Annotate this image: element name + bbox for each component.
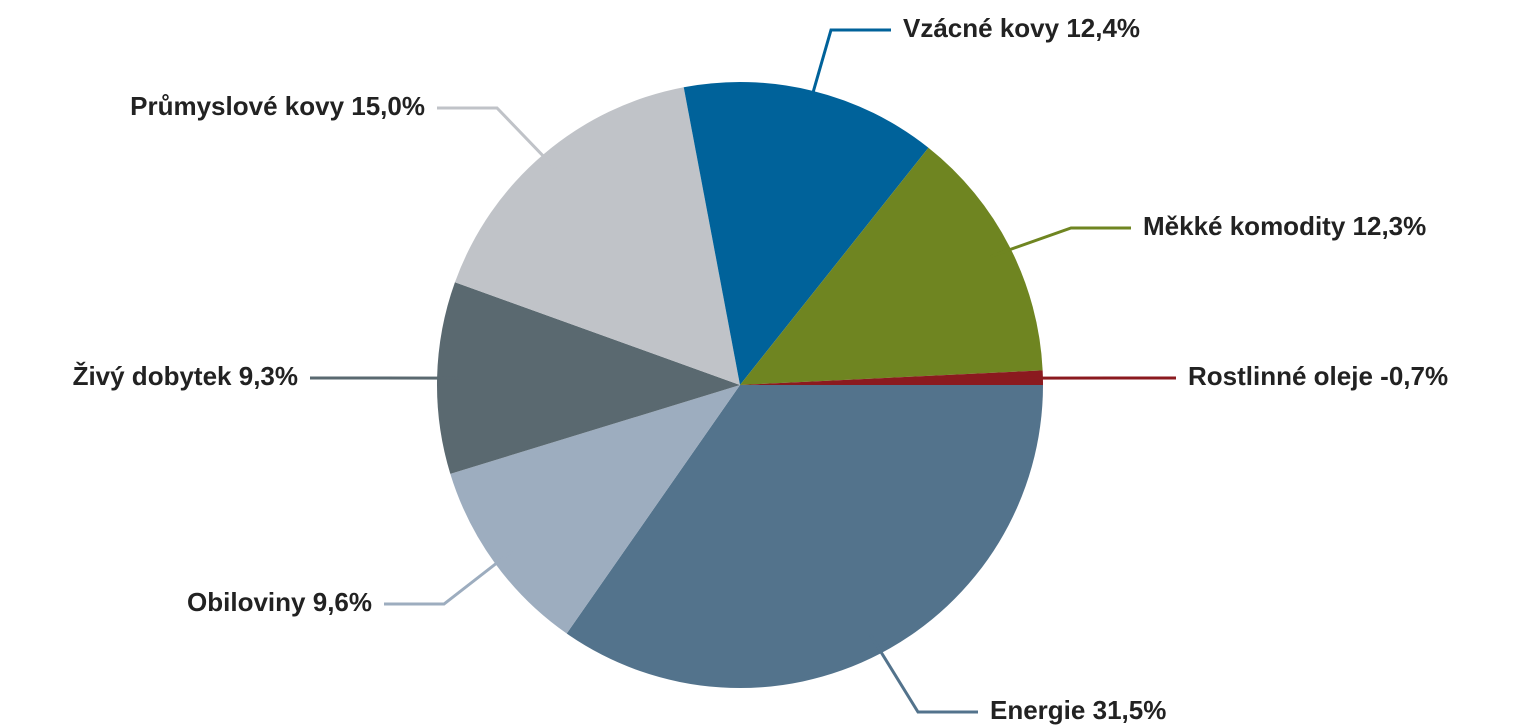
slice-label: Vzácné kovy 12,4%	[903, 13, 1140, 43]
slice-label: Energie 31,5%	[990, 695, 1166, 725]
slice-value: 12,3%	[1353, 211, 1427, 241]
slice-value: 12,4%	[1066, 13, 1140, 43]
slices	[437, 81, 1043, 688]
leader-line	[806, 28, 891, 112]
slice-value: 15,0%	[351, 91, 425, 121]
leaders	[310, 28, 1176, 714]
pie-slice	[683, 81, 929, 385]
pie-slice	[437, 282, 740, 474]
pie-slice	[740, 147, 1043, 385]
leader-line	[869, 634, 978, 714]
pie-slice	[566, 385, 1043, 688]
slice-label: Rostlinné oleje -0,7%	[1188, 361, 1448, 391]
pie-slice	[454, 87, 740, 386]
slice-label: Měkké komodity 12,3%	[1143, 211, 1426, 241]
slice-value: 9,6%	[313, 587, 372, 617]
slice-name: Obiloviny	[187, 587, 306, 617]
leader-line	[990, 226, 1131, 258]
slice-name: Živý dobytek	[73, 361, 232, 391]
leader-line	[384, 549, 514, 606]
leader-line	[437, 106, 559, 172]
slice-value: 31,5%	[1093, 695, 1167, 725]
slice-label: Průmyslové kovy 15,0%	[130, 91, 425, 121]
slice-name: Vzácné kovy	[903, 13, 1060, 43]
slice-label: Obiloviny 9,6%	[187, 587, 372, 617]
slice-name: Energie	[990, 695, 1085, 725]
pie-slice	[740, 370, 1043, 385]
slice-name: Rostlinné oleje	[1188, 361, 1373, 391]
pie-slice	[450, 385, 740, 634]
slice-label: Živý dobytek 9,3%	[73, 361, 298, 391]
slice-name: Měkké komodity	[1143, 211, 1346, 241]
slice-name: Průmyslové kovy	[130, 91, 344, 121]
slice-value: -0,7%	[1380, 361, 1448, 391]
slice-value: 9,3%	[239, 361, 298, 391]
